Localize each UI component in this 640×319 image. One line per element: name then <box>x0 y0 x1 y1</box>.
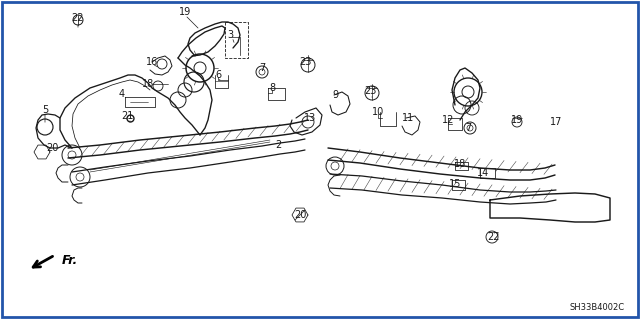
Text: 10: 10 <box>372 107 384 117</box>
Text: 14: 14 <box>477 168 489 178</box>
Text: 8: 8 <box>269 83 275 93</box>
Text: 16: 16 <box>146 57 158 67</box>
Text: Fr.: Fr. <box>62 254 78 266</box>
Text: 19: 19 <box>511 115 523 125</box>
Text: 11: 11 <box>402 113 414 123</box>
Text: 20: 20 <box>294 210 306 220</box>
Text: 18: 18 <box>454 159 466 169</box>
Text: 2: 2 <box>275 140 281 150</box>
Text: 17: 17 <box>550 117 562 127</box>
Text: 13: 13 <box>304 113 316 123</box>
Text: 18: 18 <box>142 79 154 89</box>
Text: 9: 9 <box>332 90 338 100</box>
Text: SH33B4002C: SH33B4002C <box>570 303 625 312</box>
Text: 12: 12 <box>442 115 454 125</box>
Text: 5: 5 <box>42 105 48 115</box>
Text: 23: 23 <box>364 86 376 96</box>
Text: 3: 3 <box>227 30 233 40</box>
Text: 21: 21 <box>121 111 133 121</box>
Text: 22: 22 <box>488 232 500 242</box>
Text: 19: 19 <box>179 7 191 17</box>
Text: 7: 7 <box>465 123 471 133</box>
Text: 23: 23 <box>299 57 311 67</box>
Text: 15: 15 <box>449 179 461 189</box>
Text: 4: 4 <box>119 89 125 99</box>
Text: 7: 7 <box>259 63 265 73</box>
Text: 20: 20 <box>46 143 58 153</box>
Text: 6: 6 <box>215 70 221 80</box>
Text: 22: 22 <box>71 13 83 23</box>
